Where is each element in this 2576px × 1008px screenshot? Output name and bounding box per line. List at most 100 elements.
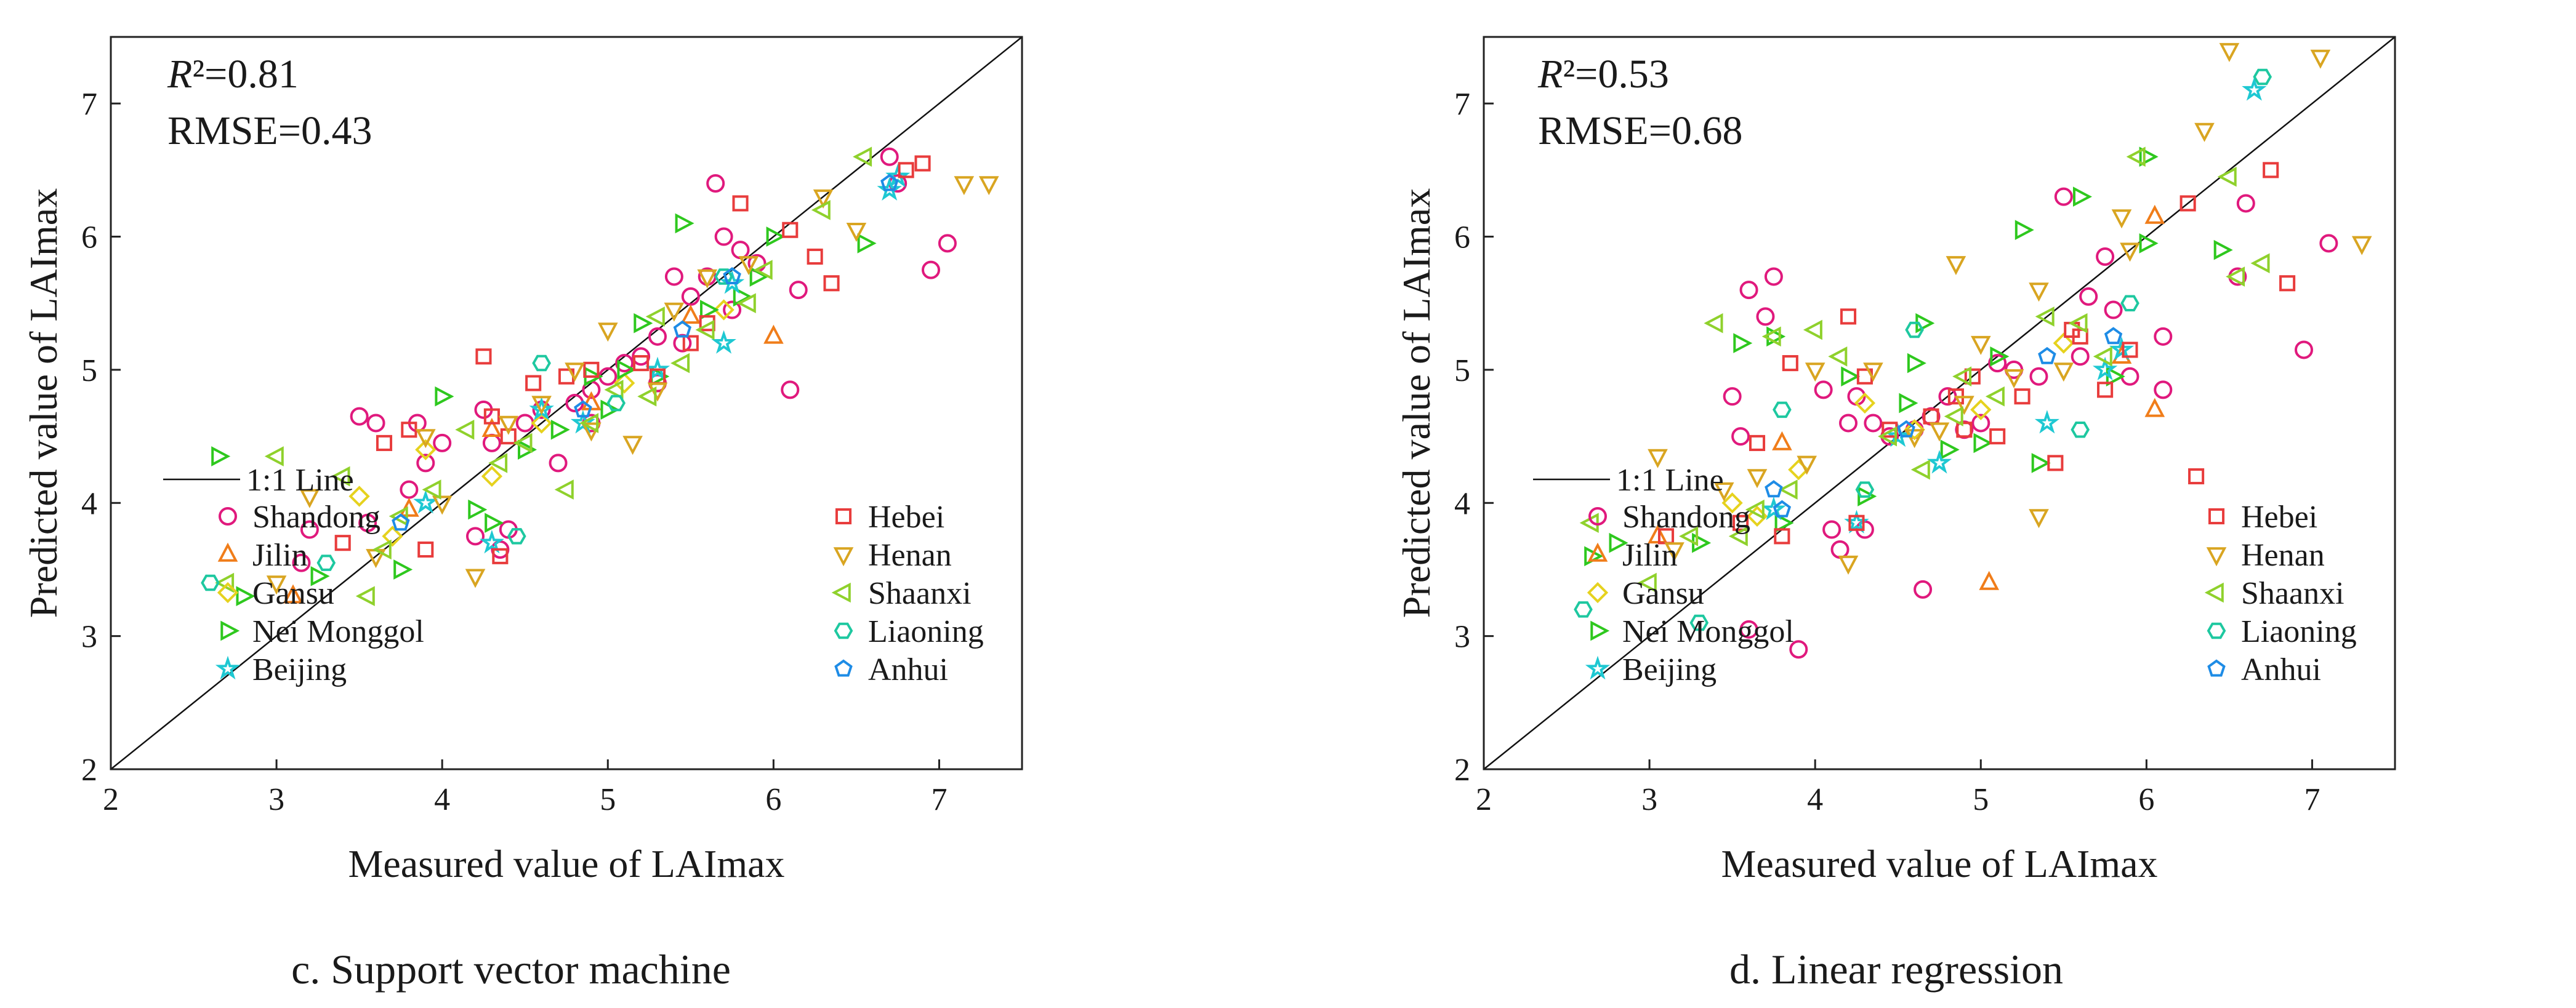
legend-marker-gansu xyxy=(217,582,239,604)
data-point-hebei xyxy=(334,535,351,551)
data-point-henan xyxy=(565,362,585,382)
data-point-beijing xyxy=(2242,77,2267,101)
data-point-nei-monggol xyxy=(1858,486,1877,506)
legend-marker-gansu xyxy=(1587,582,1609,604)
x-tick-label: 5 xyxy=(1973,782,1989,817)
data-point-nei-monggol xyxy=(634,313,653,334)
data-point-shaanxi xyxy=(1679,526,1699,546)
y-tick-label: 2 xyxy=(81,753,97,788)
data-point-shaanxi xyxy=(604,380,624,400)
data-point-shaanxi xyxy=(1878,426,1897,447)
x-tick-label: 2 xyxy=(1476,782,1492,817)
data-point-shaanxi xyxy=(2093,346,2112,367)
data-point-nei-monggol xyxy=(2031,453,2051,473)
data-point-shaanxi xyxy=(1952,366,1972,387)
data-point-shaanxi xyxy=(388,506,408,527)
data-point-shandong xyxy=(648,327,667,346)
data-point-anhui xyxy=(2038,346,2056,364)
data-point-shaanxi xyxy=(2035,306,2055,327)
data-point-shandong xyxy=(1839,414,1858,433)
data-point-shaanxi xyxy=(1745,499,1765,520)
data-point-nei-monggol xyxy=(1733,333,1753,353)
data-point-hebei xyxy=(401,422,417,438)
data-point-nei-monggol xyxy=(1841,366,1861,387)
data-point-shandong xyxy=(2104,300,2123,319)
data-point-shaanxi xyxy=(513,433,533,454)
data-point-nei-monggol xyxy=(468,499,488,520)
data-point-shaanxi xyxy=(1761,326,1781,347)
data-point-gansu xyxy=(415,439,437,460)
data-point-hebei xyxy=(2263,162,2279,178)
legend-label-anhui: Anhui xyxy=(2241,652,2321,687)
panel-caption: c. Support vector machine xyxy=(291,946,731,993)
one-to-one-line xyxy=(1484,37,2395,769)
data-point-hebei xyxy=(1733,514,1749,531)
data-point-shandong xyxy=(482,433,501,452)
data-point-henan xyxy=(647,382,668,402)
data-point-hebei xyxy=(525,375,542,391)
data-point-henan xyxy=(531,396,552,415)
data-point-shandong xyxy=(1731,427,1750,446)
data-point-hebei xyxy=(2047,455,2064,471)
data-point-nei-monggol xyxy=(1990,346,2010,367)
legend-marker-anhui xyxy=(834,659,853,677)
data-point-gansu xyxy=(1904,419,1925,441)
data-point-henan xyxy=(664,302,685,322)
x-tick-label: 2 xyxy=(103,782,119,817)
data-point-henan xyxy=(415,429,436,449)
data-point-shandong xyxy=(1723,387,1742,406)
series-shandong xyxy=(1723,187,2338,659)
panel-linear-regression: 2 3 4 5 6 7 2 3 4 5 6 7 R²=0.53 RMSE=0.68 Measured … xyxy=(1395,36,2396,993)
data-point-hebei xyxy=(823,275,840,292)
data-point-jilin xyxy=(2144,204,2165,224)
data-point-henan xyxy=(1797,455,1817,475)
legend-label-shandong: Shandong xyxy=(1622,500,1750,535)
data-point-hebei xyxy=(1749,434,1766,451)
data-point-shandong xyxy=(2096,247,2115,266)
legend-label-shandong: Shandong xyxy=(252,500,380,535)
data-point-gansu xyxy=(713,299,735,321)
data-point-nei-monggol xyxy=(700,300,719,320)
data-point-shandong xyxy=(549,454,568,473)
data-point-nei-monggol xyxy=(1609,532,1628,553)
data-point-gansu xyxy=(1854,392,1876,414)
data-point-beijing xyxy=(2109,337,2135,361)
data-point-shandong xyxy=(350,407,369,426)
y-tick-label: 5 xyxy=(1454,353,1470,388)
data-point-henan xyxy=(597,322,618,342)
data-point-anhui xyxy=(1897,420,1915,438)
data-point-anhui xyxy=(880,174,899,191)
data-point-shandong xyxy=(292,553,311,572)
data-point-shaanxi xyxy=(1910,459,1930,480)
data-point-henan xyxy=(2053,362,2074,382)
y-tick-label: 2 xyxy=(1454,753,1470,788)
data-point-beijing xyxy=(2092,356,2118,381)
data-point-hebei xyxy=(1989,428,2006,445)
data-point-nei-monggol xyxy=(2139,233,2159,254)
data-point-shandong xyxy=(400,480,419,499)
data-point-shaanxi xyxy=(811,199,831,220)
data-point-hebei xyxy=(898,162,914,178)
data-point-henan xyxy=(432,495,453,515)
data-point-beijing xyxy=(2034,410,2059,434)
data-point-shandong xyxy=(2154,380,2173,399)
data-point-hebei xyxy=(807,248,823,265)
data-point-henan xyxy=(1805,362,1825,382)
r-squared-label: R²=0.81 xyxy=(167,52,299,97)
axis-ticks: 2 3 4 5 6 7 2 3 4 5 6 7 xyxy=(81,87,947,817)
data-point-shandong xyxy=(2054,187,2073,206)
y-tick-label: 3 xyxy=(81,620,97,655)
data-point-henan xyxy=(465,569,486,588)
data-point-nei-monggol xyxy=(766,226,786,247)
legend-marker-liaoning xyxy=(834,622,853,639)
data-point-shaanxi xyxy=(2250,253,2270,274)
y-tick-label: 6 xyxy=(81,220,97,255)
data-point-shandong xyxy=(789,281,808,300)
data-point-shaanxi xyxy=(215,572,235,593)
x-tick-label: 7 xyxy=(2304,782,2320,817)
data-point-shandong xyxy=(358,513,377,532)
data-point-henan xyxy=(954,176,975,196)
series-hebei xyxy=(1657,162,2296,545)
data-point-jilin xyxy=(680,305,701,324)
